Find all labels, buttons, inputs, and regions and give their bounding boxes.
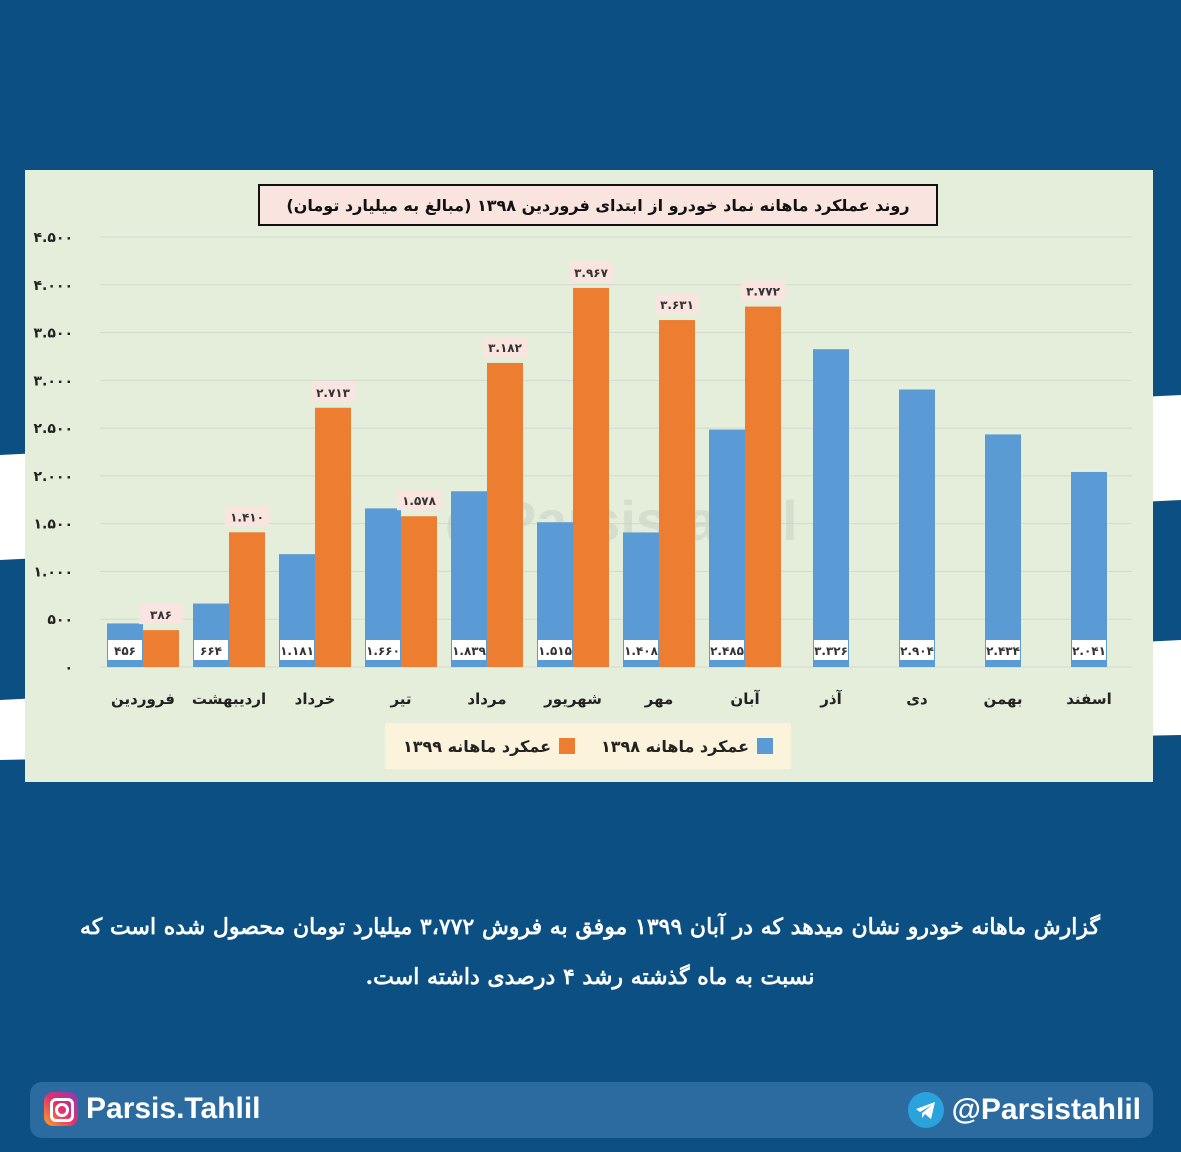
bar-label-bg-1398: [108, 640, 142, 660]
instagram-handle: Parsis.Tahlil: [86, 1092, 261, 1125]
x-tick-label: مهر: [644, 690, 674, 708]
bar-label-1399: ۱.۵۷۸: [402, 494, 437, 508]
x-tick-label: اسفند: [1066, 690, 1111, 708]
bar-label-bg-1399: [741, 280, 785, 301]
chart-title: روند عملکرد ماهانه نماد خودرو از ابتدای …: [258, 184, 938, 226]
bar-1399: [745, 306, 781, 667]
bar-label-1398: ۲.۹۰۴: [900, 644, 934, 658]
bar-label-bg-1399: [311, 381, 355, 402]
telegram-link[interactable]: @Parsistahlil: [907, 1092, 1141, 1128]
bar-label-1399: ۱.۴۱۰: [230, 510, 264, 524]
y-tick-label: ۴.۵۰۰: [34, 230, 74, 246]
bar-label-1399: ۳.۱۸۲: [488, 341, 523, 355]
bar-label-1399: ۳.۹۶۷: [574, 266, 609, 280]
instagram-link[interactable]: Parsis.Tahlil: [44, 1092, 261, 1126]
x-tick-label: آبان: [730, 690, 760, 708]
legend-item-1399: عمکرد ماهانه ۱۳۹۹: [403, 737, 575, 756]
bar-label-bg-1398: [986, 640, 1020, 660]
bar-label-1398: ۲.۴۳۴: [986, 644, 1020, 658]
report-caption: گزارش ماهانه خودرو نشان میدهد که در آبان…: [30, 902, 1150, 1002]
legend-swatch-1398: [757, 738, 774, 754]
bar-1399: [573, 287, 609, 667]
bar-label-1399: ۳.۷۷۲: [746, 285, 781, 299]
bar-1399: [401, 516, 437, 667]
bar-1399: [487, 362, 523, 667]
bar-label-bg-1398: [538, 640, 572, 660]
bar-1398: [985, 434, 1021, 667]
bar-label-bg-1398: [710, 640, 744, 660]
legend-label-1398: عمکرد ماهانه ۱۳۹۸: [601, 736, 750, 756]
bar-1398: [1071, 471, 1107, 667]
bar-label-1398: ۱.۱۸۱: [280, 644, 314, 658]
bar-label-bg-1399: [483, 336, 527, 357]
caption-line-1: گزارش ماهانه خودرو نشان میدهد که در آبان…: [80, 914, 1100, 940]
bar-1398: [899, 389, 935, 667]
bar-label-1399: ۳۸۶: [150, 608, 172, 622]
y-tick-label: ۳.۰۰۰: [34, 373, 74, 389]
chart-panel: ۰ ۵۰۰ ۱.۰۰۰ ۱.۵۰۰ ۲.۰۰۰ ۲.۵۰۰ ۳.۰۰۰ ۳.۵۰۰ ۴.۰۰۰ ۴…: [25, 170, 1153, 782]
x-tick-label: شهریور: [543, 690, 602, 708]
x-tick-label: فروردین: [111, 690, 175, 708]
x-tick-label: خرداد: [295, 690, 336, 708]
x-tick-label: تیر: [389, 690, 411, 708]
bar-label-bg-1398: [624, 640, 658, 660]
telegram-handle: @Parsistahlil: [951, 1093, 1141, 1126]
y-tick-label: ۱.۰۰۰: [34, 564, 74, 580]
x-tick-label: بهمن: [983, 690, 1022, 708]
bar-chart: ۰ ۵۰۰ ۱.۰۰۰ ۱.۵۰۰ ۲.۰۰۰ ۲.۵۰۰ ۳.۰۰۰ ۳.۵۰۰ ۴.۰۰۰ ۴…: [34, 230, 1132, 708]
bar-label-bg-1398: [814, 640, 848, 660]
bar-label-1398: ۱.۵۱۵: [538, 644, 572, 658]
bar-label-1398: ۲.۰۴۱: [1072, 644, 1106, 658]
bar-1399: [229, 532, 265, 667]
y-tick-label: ۲.۰۰۰: [34, 469, 74, 485]
bar-label-1398: ۱.۶۶۰: [366, 644, 400, 658]
x-tick-label: مرداد: [467, 690, 506, 708]
bar-1399: [315, 407, 351, 667]
bar-label-1398: ۴۵۶: [114, 644, 136, 658]
legend-item-1398: عمکرد ماهانه ۱۳۹۸: [601, 736, 774, 756]
bar-label-1398: ۲.۴۸۵: [710, 644, 744, 658]
bar-label-bg-1398: [366, 640, 400, 660]
caption-line-2: نسبت به ماه گذشته رشد ۴ درصدی داشته است.: [365, 964, 815, 990]
bar-label-bg-1399: [397, 490, 441, 511]
bar-1398: [709, 429, 745, 667]
bar-label-1399: ۲.۷۱۳: [316, 386, 351, 400]
footer-bar: Parsis.Tahlil @Parsistahlil: [30, 1082, 1153, 1138]
bar-label-bg-1399: [225, 506, 269, 527]
y-tick-label: ۵۰۰: [47, 612, 73, 628]
bar-1398: [451, 491, 487, 667]
legend-label-1399: عمکرد ماهانه ۱۳۹۹: [402, 736, 551, 756]
bar-1398: [813, 349, 849, 667]
y-tick-label: ۴.۰۰۰: [34, 278, 74, 294]
bar-label-bg-1399: [655, 294, 699, 315]
bar-label-1398: ۶۶۴: [200, 644, 222, 658]
bar-label-1399: ۳.۶۳۱: [660, 298, 694, 312]
chart-legend: عمکرد ماهانه ۱۳۹۹ عمکرد ماهانه ۱۳۹۸: [385, 723, 791, 769]
bar-label-bg-1398: [900, 640, 934, 660]
telegram-icon: [907, 1092, 944, 1128]
y-tick-label: ۱.۵۰۰: [34, 517, 74, 533]
y-tick-label: ۰: [64, 660, 73, 676]
bar-label-1398: ۳.۳۲۶: [814, 644, 848, 658]
y-tick-label: ۲.۵۰۰: [34, 421, 74, 437]
bar-1399: [659, 320, 695, 667]
legend-swatch-1399: [559, 738, 575, 754]
instagram-icon: [44, 1092, 78, 1126]
bar-label-1398: ۱.۴۰۸: [624, 644, 659, 658]
bar-1399: [143, 630, 179, 667]
bar-label-1398: ۱.۸۳۹: [452, 644, 487, 658]
bar-label-bg-1398: [452, 640, 486, 660]
bar-label-bg-1398: [194, 640, 228, 660]
bar-label-bg-1399: [139, 604, 183, 625]
x-tick-label: دی: [906, 690, 928, 708]
y-tick-label: ۳.۵۰۰: [34, 326, 74, 342]
x-tick-label: اردیبهشت: [192, 690, 266, 708]
x-tick-label: آذر: [819, 690, 842, 708]
bar-label-bg-1399: [569, 261, 613, 282]
bar-label-bg-1398: [1072, 640, 1106, 660]
bar-label-bg-1398: [280, 640, 314, 660]
